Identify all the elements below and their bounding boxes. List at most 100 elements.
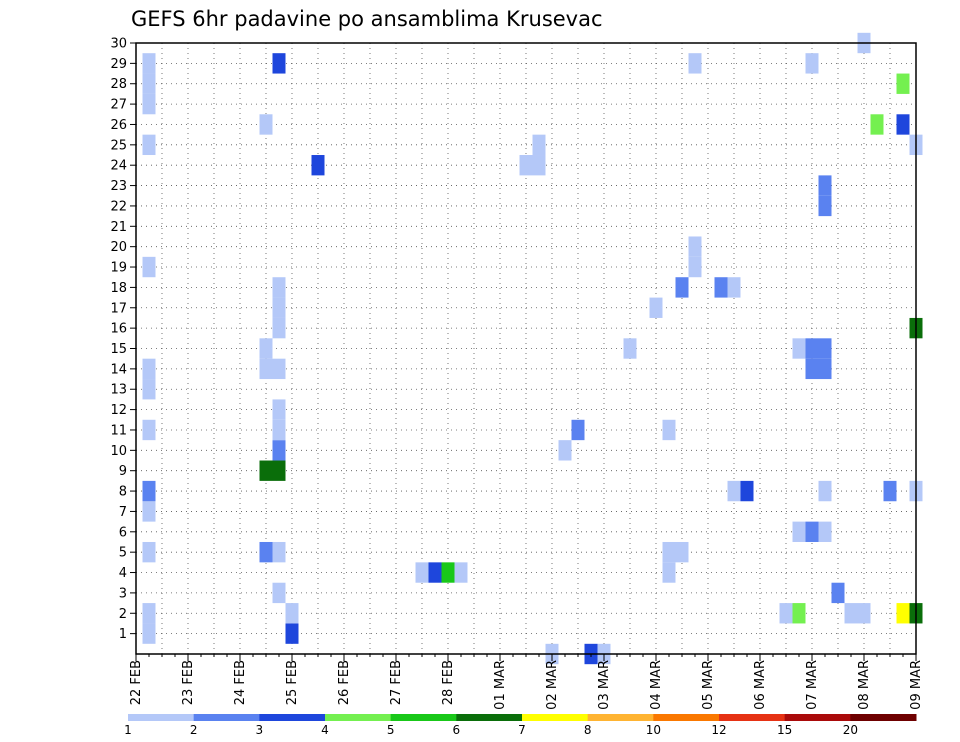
y-tick-label: 5: [119, 546, 127, 561]
colorbar-tick-label: 6: [453, 723, 461, 737]
precip-cell: [272, 582, 286, 604]
y-tick-label: 30: [110, 37, 127, 52]
precip-cell: [259, 541, 273, 563]
y-tick-label: 1: [119, 627, 127, 642]
precip-cell: [805, 338, 819, 359]
precip-cell: [519, 155, 533, 176]
colorbar-tick-label: 10: [646, 723, 661, 737]
precip-cell: [818, 480, 832, 502]
y-tick-label: 18: [110, 281, 127, 296]
precip-cell: [142, 256, 156, 278]
precip-cell: [675, 277, 689, 298]
colorbar-swatch: [587, 714, 654, 721]
precip-cell: [662, 541, 676, 563]
precip-cell: [272, 358, 286, 380]
x-tick-label: 22 FEB: [129, 660, 144, 705]
colorbar-swatch: [850, 714, 917, 721]
precip-cell: [532, 155, 546, 176]
x-tick-label: 23 FEB: [181, 660, 196, 705]
y-tick-label: 17: [110, 301, 127, 316]
x-axis: 22 FEB 23 FEB 24 FEB 25 FEB 26 FEB 27 FEB 28 F…: [129, 654, 924, 710]
precip-cell: [142, 358, 156, 380]
x-tick-label: 08 MAR: [857, 660, 872, 710]
precip-cell: [818, 521, 832, 542]
precip-cell: [428, 562, 442, 583]
precip-cell: [818, 338, 832, 359]
precip-cell: [714, 277, 728, 298]
precipitation-cells: [142, 32, 923, 665]
y-tick-label: 6: [119, 525, 127, 540]
precip-cell: [883, 480, 897, 502]
precip-cell: [142, 53, 156, 74]
colorbar-swatch: [325, 714, 392, 721]
colorbar-swatch: [719, 714, 786, 721]
precip-cell: [896, 114, 910, 135]
precip-cell: [805, 53, 819, 74]
precip-cell: [870, 114, 884, 135]
colorbar-swatch: [522, 714, 589, 721]
precip-cell: [532, 134, 546, 156]
precip-cell: [285, 603, 299, 624]
precip-cell: [818, 358, 832, 380]
precip-cell: [259, 338, 273, 359]
precip-cell: [142, 419, 156, 441]
colorbar-tick-label: 15: [777, 723, 792, 737]
colorbar-swatch: [259, 714, 326, 721]
precip-cell: [415, 562, 429, 583]
chart-title: GEFS 6hr padavine po ansamblima Krusevac: [131, 7, 603, 31]
precip-cell: [311, 155, 325, 176]
colorbar-tick-label: 4: [321, 723, 329, 737]
precip-cell: [142, 379, 156, 400]
precip-cell: [675, 541, 689, 563]
precip-cell: [259, 114, 273, 135]
precip-cell: [285, 623, 299, 644]
x-tick-label: 04 MAR: [649, 660, 664, 710]
precip-cell: [896, 603, 910, 624]
colorbar-swatch: [128, 714, 195, 721]
precip-cell: [259, 460, 273, 481]
precip-cell: [142, 623, 156, 644]
colorbar-legend: 1 2 3 4 5 6 7 8 10 12 15 20: [124, 714, 917, 737]
precip-cell: [272, 399, 286, 420]
y-tick-label: 12: [110, 403, 127, 418]
x-tick-label: 26 FEB: [337, 660, 352, 705]
y-tick-label: 10: [110, 444, 127, 459]
precip-cell: [142, 93, 156, 115]
x-tick-label: 25 FEB: [285, 660, 300, 705]
precip-cell: [662, 562, 676, 583]
y-tick-label: 21: [110, 220, 127, 235]
y-tick-label: 28: [110, 77, 127, 92]
precip-cell: [857, 603, 871, 624]
precip-cell: [272, 53, 286, 74]
precip-cell: [688, 53, 702, 74]
y-tick-label: 25: [110, 138, 127, 153]
precip-cell: [792, 603, 806, 624]
y-tick-label: 7: [119, 505, 127, 520]
y-tick-label: 24: [110, 159, 127, 174]
y-tick-label: 19: [110, 261, 127, 276]
colorbar-tick-label: 1: [124, 723, 132, 737]
y-tick-label: 8: [119, 485, 127, 500]
colorbar-tick-label: 5: [387, 723, 395, 737]
precip-cell: [688, 256, 702, 278]
precip-cell: [805, 521, 819, 542]
y-tick-label: 15: [110, 342, 127, 357]
colorbar-swatch: [390, 714, 457, 721]
y-tick-label: 27: [110, 98, 127, 113]
precip-cell: [259, 358, 273, 380]
y-tick-label: 26: [110, 118, 127, 133]
colorbar-tick-label: 8: [584, 723, 592, 737]
y-tick-label: 20: [110, 240, 127, 255]
y-axis: 1234567891011121314151617181920212223242…: [110, 37, 136, 642]
precip-cell: [688, 236, 702, 257]
colorbar-swatch: [653, 714, 720, 721]
colorbar-tick-label: 12: [711, 723, 726, 737]
y-tick-label: 13: [110, 383, 127, 398]
precip-cell: [142, 541, 156, 563]
precip-cell: [272, 541, 286, 563]
precip-cell: [779, 603, 793, 624]
precip-cell: [272, 460, 286, 481]
precip-cell: [792, 521, 806, 542]
colorbar-swatch: [784, 714, 851, 721]
